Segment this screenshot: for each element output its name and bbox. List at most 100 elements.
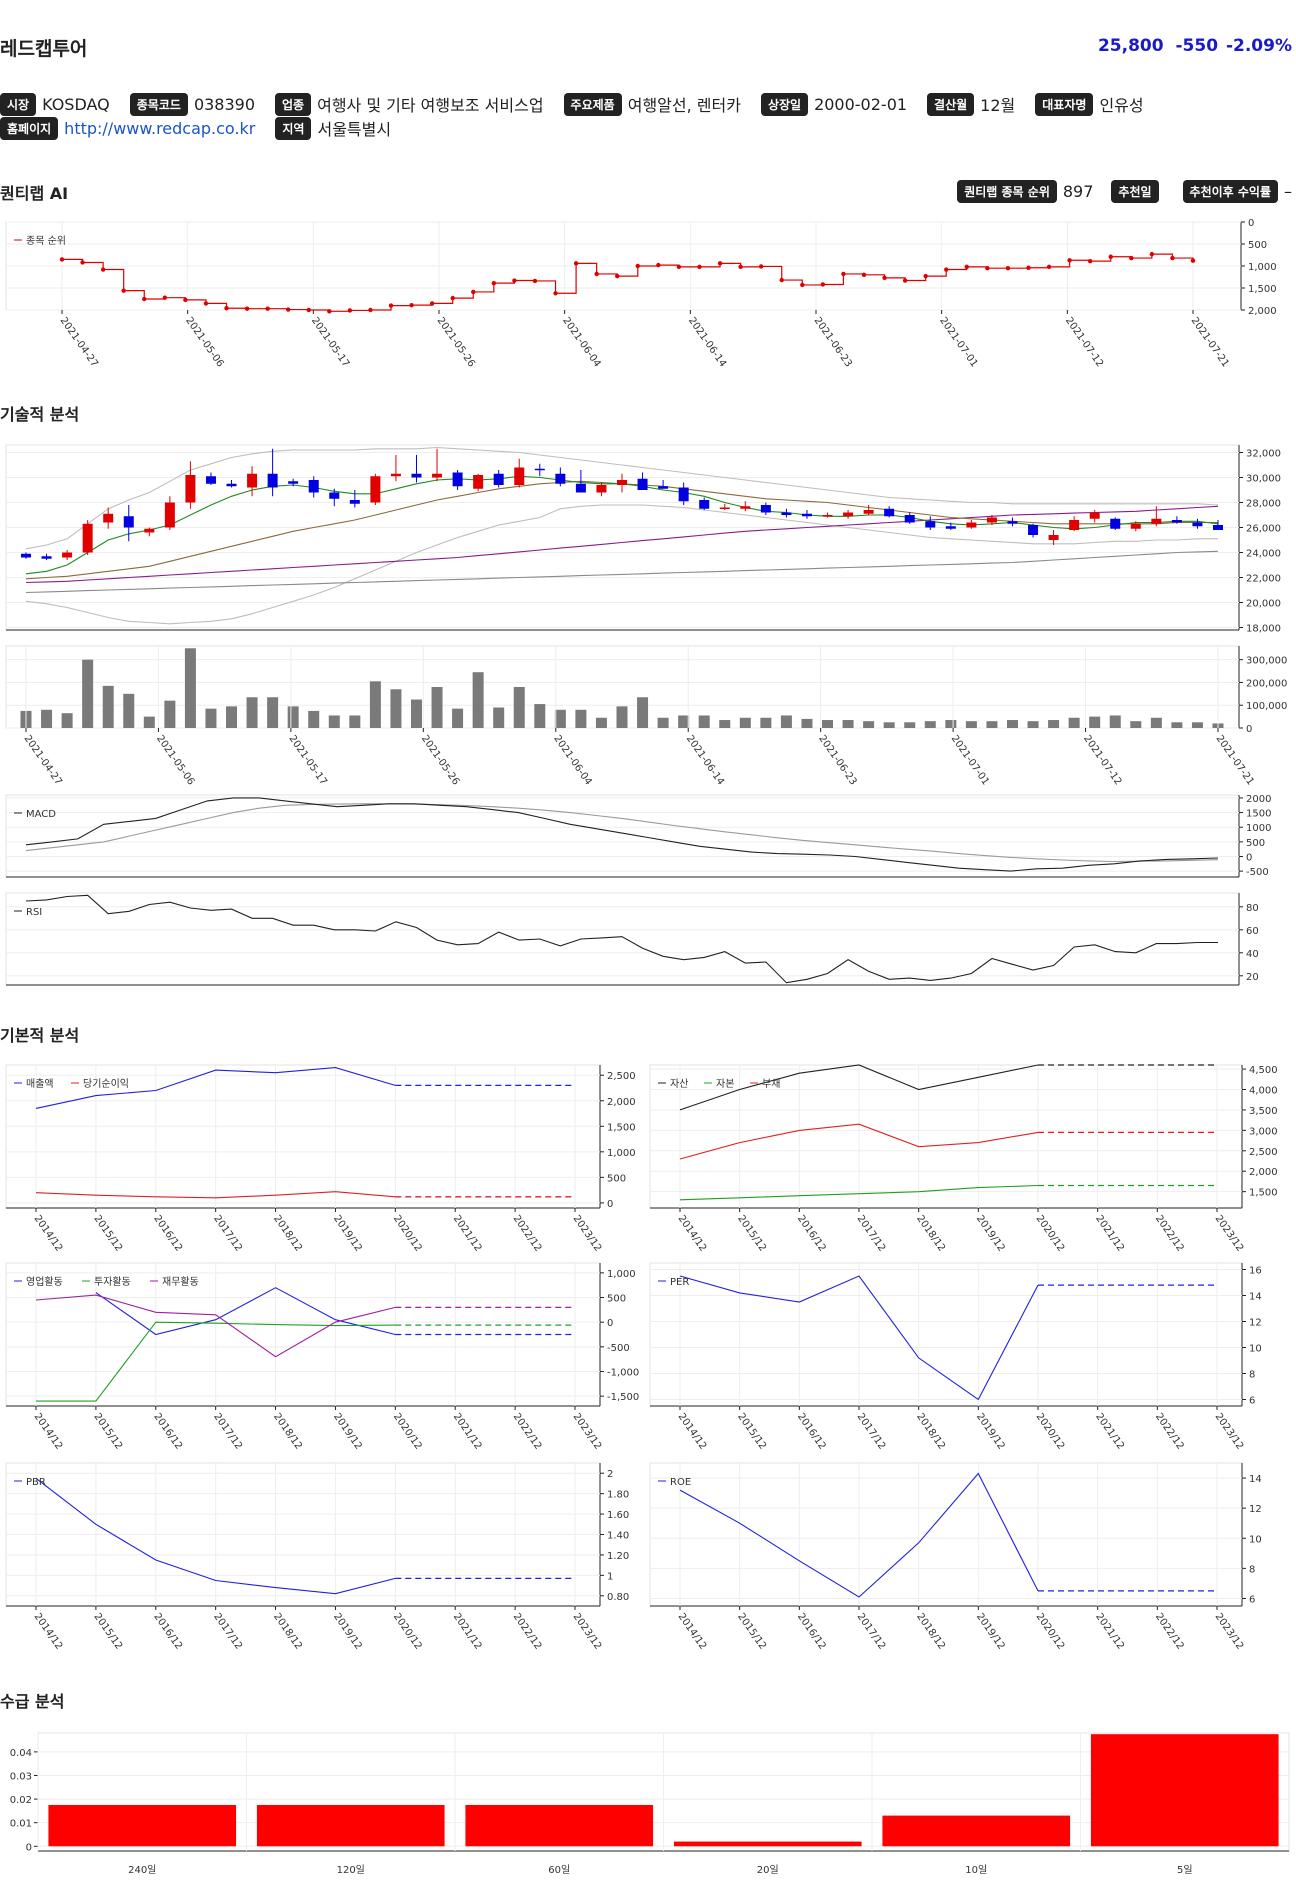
rank-point xyxy=(1087,258,1093,264)
rank-legend-item: 종목 순위 xyxy=(26,234,66,247)
sales-x-label: 2021/12 xyxy=(451,1213,484,1253)
balance-x-label: 2022/12 xyxy=(1153,1213,1186,1253)
pbr-tick-label: 1.20 xyxy=(607,1551,629,1562)
macd-tick-label: 1000 xyxy=(1246,823,1271,834)
rank-x-label: 2021-07-01 xyxy=(937,315,979,369)
volume-x-label: 2021-07-21 xyxy=(1214,733,1256,787)
supply-x-label: 120일 xyxy=(337,1864,365,1876)
rank-point xyxy=(676,264,682,270)
volume-bar xyxy=(1109,715,1121,728)
per-x-label: 2014/12 xyxy=(676,1411,709,1451)
candle-body xyxy=(1110,518,1121,529)
volume-bar xyxy=(1048,720,1060,728)
balance-x-label: 2018/12 xyxy=(914,1213,947,1253)
homepage-link[interactable]: http://www.redcap.co.kr xyxy=(64,118,256,138)
per-x-label: 2023/12 xyxy=(1213,1411,1246,1451)
candle-body xyxy=(247,473,258,488)
rank-point xyxy=(656,262,661,268)
macd-tick-label: 1500 xyxy=(1246,809,1271,820)
candle-body xyxy=(144,528,155,533)
rank-point xyxy=(80,260,85,265)
macd-frame xyxy=(5,794,1240,878)
candle-body xyxy=(637,478,648,490)
candle-body xyxy=(308,480,319,493)
per-legend-item: PER xyxy=(670,1277,689,1288)
candle-body xyxy=(1171,520,1182,523)
candle-body xyxy=(904,515,915,523)
rank-x-label: 2021-04-27 xyxy=(58,315,100,369)
candle-body xyxy=(432,473,443,478)
region-tag: 지역 xyxy=(275,116,312,140)
rank-point xyxy=(347,308,353,313)
price-change-pct: -2.09% xyxy=(1225,36,1292,56)
rank-point xyxy=(409,302,414,308)
rec-return-value: – xyxy=(1284,182,1292,201)
candle-body xyxy=(884,508,895,517)
candle-body xyxy=(699,500,710,509)
balance-x-label: 2014/12 xyxy=(676,1213,709,1253)
volume-bar xyxy=(205,708,217,728)
rank-tick-label: 2,000 xyxy=(1248,306,1277,317)
candle-body xyxy=(452,472,463,487)
candle-body xyxy=(1213,525,1223,530)
rank-tick-label: 0 xyxy=(1248,218,1254,229)
candle-body xyxy=(596,485,607,493)
volume-bar xyxy=(82,659,94,728)
rank-point xyxy=(717,261,723,266)
candle-body xyxy=(781,512,792,515)
rank-tick-label: 500 xyxy=(1248,240,1267,251)
rec-return-tag: 추천이후 수익률 xyxy=(1182,180,1278,203)
candle-body xyxy=(1192,522,1203,527)
cashflow-legend-item: 투자활동 xyxy=(94,1275,131,1288)
per-x-label: 2016/12 xyxy=(795,1411,828,1451)
volume-bar xyxy=(904,722,916,728)
rank-point xyxy=(573,261,579,266)
cashflow-x-label: 2023/12 xyxy=(571,1411,604,1451)
pbr-x-label: 2018/12 xyxy=(271,1611,304,1651)
candle-body xyxy=(760,505,771,513)
macd-signal-line xyxy=(25,803,1219,863)
rank-point xyxy=(902,278,908,283)
rank-x-label: 2021-05-17 xyxy=(309,315,351,369)
volume-bar xyxy=(842,720,854,728)
listing-tag: 상장일 xyxy=(760,92,809,116)
rank-point xyxy=(183,297,188,303)
candle-tick-label: 28,000 xyxy=(1246,499,1281,510)
volume-bar xyxy=(698,715,710,728)
rank-tick-label: 1,500 xyxy=(1248,284,1277,295)
candle-body xyxy=(473,475,484,489)
volume-bar xyxy=(308,710,320,728)
rank-point xyxy=(429,301,435,306)
sales-tick-label: 2,000 xyxy=(607,1097,636,1108)
balance-series-line xyxy=(679,1184,1039,1201)
roe-x-label: 2021/12 xyxy=(1093,1611,1126,1651)
sales-tick-label: 2,500 xyxy=(607,1071,636,1082)
candle-body xyxy=(1007,521,1018,524)
rank-point xyxy=(224,306,229,311)
candle-body xyxy=(205,476,216,484)
volume-x-label: 2021-04-27 xyxy=(22,733,64,787)
roe-legend-item: ROE xyxy=(670,1477,691,1488)
supply-bar xyxy=(465,1804,654,1847)
rank-point xyxy=(388,303,394,308)
roe-tick-label: 10 xyxy=(1249,1534,1262,1545)
sales-x-label: 2014/12 xyxy=(32,1213,65,1253)
volume-bar xyxy=(1068,717,1080,728)
pbr-tick-label: 1 xyxy=(607,1571,613,1582)
supply-bar xyxy=(1090,1734,1279,1847)
candle-body xyxy=(390,473,401,477)
per-tick-label: 12 xyxy=(1249,1318,1262,1329)
per-x-label: 2018/12 xyxy=(914,1411,947,1451)
candle-ma60-line xyxy=(25,505,1219,584)
pbr-tick-label: 1.40 xyxy=(607,1531,629,1542)
rank-point xyxy=(944,267,949,272)
volume-bar xyxy=(452,708,464,728)
rank-point xyxy=(265,306,270,311)
roe-x-label: 2016/12 xyxy=(795,1611,828,1651)
per-x-label: 2021/12 xyxy=(1093,1411,1126,1451)
rank-point xyxy=(861,272,867,277)
rank-point xyxy=(635,263,640,269)
candle-body xyxy=(945,526,956,529)
volume-bar xyxy=(616,706,628,728)
